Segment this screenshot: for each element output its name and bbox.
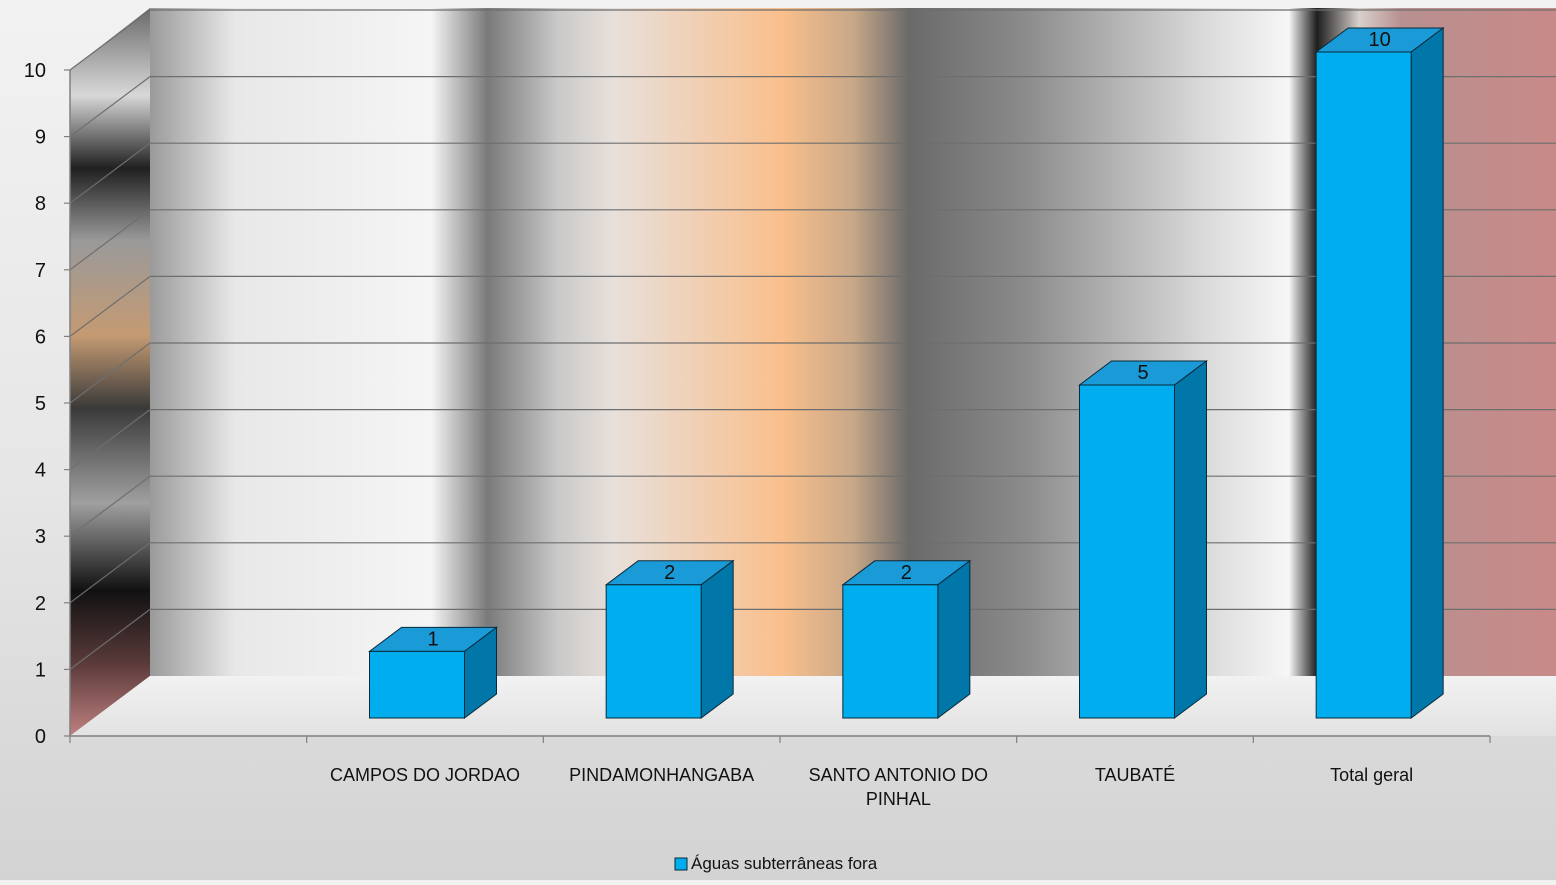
gridline-side xyxy=(69,9,151,71)
y-tick-label: 5 xyxy=(35,393,46,415)
bar xyxy=(1314,27,1445,719)
legend-swatch xyxy=(674,857,688,871)
gridline-side xyxy=(69,409,151,471)
bar-front xyxy=(369,650,465,719)
bar-side xyxy=(937,559,971,719)
bar-front xyxy=(1079,384,1175,719)
bar-side xyxy=(1410,27,1444,719)
bar xyxy=(841,559,972,719)
y-axis-tick-labels: 0 1 2 3 4 5 6 7 8 9 10 xyxy=(24,60,46,748)
x-tick-label: Total geral xyxy=(1330,765,1413,785)
bar-side xyxy=(700,559,734,719)
gridline-side xyxy=(69,608,151,670)
y-tick-label: 3 xyxy=(35,526,46,548)
x-axis-tick-labels: CAMPOS DO JORDAO PINDAMONHANGABA SANTO ANT… xyxy=(330,765,1413,809)
bar-side xyxy=(1174,360,1207,719)
x-tick-label: SANTO ANTONIO DO PINHAL xyxy=(809,765,988,809)
data-label: 5 xyxy=(1137,362,1148,384)
bar-front xyxy=(605,584,702,719)
bars xyxy=(368,27,1445,719)
y-tick-label: 8 xyxy=(35,193,46,215)
bar xyxy=(604,559,735,719)
y-tick-label: 0 xyxy=(35,726,46,748)
y-tick-label: 1 xyxy=(35,659,46,681)
gridline-side xyxy=(69,275,151,337)
y-tick-label: 10 xyxy=(24,60,46,82)
y-tick-label: 2 xyxy=(35,593,46,615)
x-tick-label: PINDAMONHANGABA xyxy=(569,765,754,785)
data-label: 2 xyxy=(664,562,675,584)
y-tick-label: 9 xyxy=(35,127,46,149)
y-tick-label: 7 xyxy=(35,260,46,282)
gridline-side xyxy=(69,542,151,604)
x-tick-label: CAMPOS DO JORDAO xyxy=(330,765,520,785)
data-label: 2 xyxy=(901,562,912,584)
y-tick-label: 6 xyxy=(35,326,46,348)
y-tick-label: 4 xyxy=(35,460,46,482)
data-labels: 1 2 2 5 10 xyxy=(427,29,1390,650)
data-label: 1 xyxy=(427,628,438,650)
gridline-side xyxy=(69,142,151,204)
gridline-side xyxy=(69,475,151,537)
bar-front xyxy=(1315,51,1412,719)
x-tick-label: TAUBATÉ xyxy=(1095,765,1175,785)
gridline-side xyxy=(69,76,151,138)
axes xyxy=(64,69,1491,743)
bar xyxy=(368,626,498,719)
bar-front xyxy=(842,584,939,719)
gridline-side xyxy=(69,209,151,271)
legend-label: Águas subterrâneas fora xyxy=(691,854,878,873)
side-wall xyxy=(70,8,150,736)
bar xyxy=(1078,360,1208,719)
data-label: 10 xyxy=(1369,29,1391,51)
legend: Águas subterrâneas fora xyxy=(674,854,878,873)
gridline-side xyxy=(69,342,151,404)
